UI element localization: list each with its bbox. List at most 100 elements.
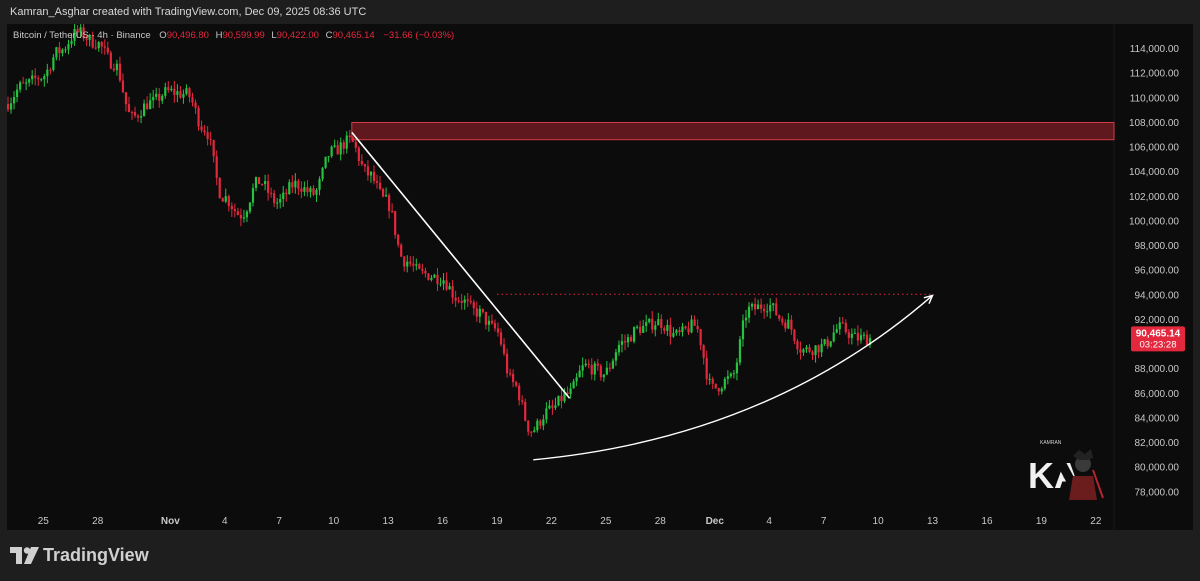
candle-body — [436, 274, 439, 285]
price-tick-label: 94,000.00 — [1135, 290, 1180, 301]
candle-body — [285, 192, 288, 195]
time-tick-label: 13 — [927, 516, 939, 527]
time-tick-label: 7 — [821, 516, 827, 527]
candle-body — [496, 328, 500, 333]
candle-body — [790, 319, 793, 330]
candle-body — [161, 95, 164, 101]
candle-body — [844, 322, 847, 333]
candle-body — [590, 364, 593, 375]
candle-body — [254, 177, 258, 188]
time-tick-label: 25 — [600, 516, 612, 527]
change-value: −31.66 (−0.03%) — [383, 30, 454, 41]
time-axis[interactable]: 25 28 Nov 4 7 10 13 16 19 22 25 28 Dec 4 7 10 13 16 19 22 — [38, 516, 1102, 527]
candle-body — [124, 92, 128, 105]
candle-body — [336, 145, 339, 155]
candle-body — [7, 104, 10, 110]
price-tick-label: 80,000.00 — [1135, 463, 1180, 474]
candle-body — [636, 326, 639, 328]
candle-body — [814, 345, 817, 356]
chart-area[interactable]: 78,000.00 80,000.00 82,000.00 84,000.00 86,0… — [7, 24, 1193, 530]
candle-body — [699, 329, 702, 346]
candle-body — [273, 193, 276, 204]
ohlc-legend: Bitcoin / TetherUS · 4h · Binance O90,49… — [13, 30, 454, 41]
candle-body — [136, 115, 140, 118]
candle-body — [339, 142, 342, 155]
candle-body — [236, 211, 239, 215]
candle-body — [49, 69, 52, 71]
close-label: C — [326, 30, 333, 41]
candle-body — [12, 97, 16, 104]
price-tick-label: 82,000.00 — [1135, 438, 1180, 449]
candle-body — [297, 180, 300, 189]
candle-body — [669, 325, 672, 337]
svg-text:Bitcoin / TetherUS · 4h · Bina: Bitcoin / TetherUS · 4h · Binance O90,49… — [13, 30, 454, 41]
candle-body — [318, 179, 321, 190]
candle-body — [312, 188, 315, 195]
candle-body — [109, 52, 112, 69]
candle-body — [865, 334, 869, 345]
candle-body — [802, 349, 805, 353]
candle-body — [763, 308, 766, 312]
resistance-zone-group — [351, 121, 1115, 141]
candle-body — [327, 156, 330, 158]
candle-body — [357, 147, 360, 161]
candle-body — [499, 332, 503, 345]
candle-body — [351, 137, 354, 142]
resistance-zone — [351, 121, 1115, 141]
candle-body — [9, 103, 13, 110]
candle-body — [209, 138, 212, 140]
candle-body — [572, 381, 575, 389]
candle-body — [515, 382, 518, 386]
candle-body — [548, 405, 551, 409]
candle-body — [799, 349, 802, 353]
candle-body — [387, 195, 391, 211]
candle-body — [530, 431, 533, 433]
candle-body — [112, 68, 115, 71]
curve-arrowhead — [923, 294, 934, 304]
low-label: L — [271, 30, 276, 41]
candle-body — [127, 104, 131, 113]
candle-body — [451, 286, 454, 298]
candle-body — [424, 270, 427, 274]
candle-body — [403, 256, 406, 267]
candle-body — [732, 373, 736, 375]
time-tick-label: 13 — [383, 516, 395, 527]
candle-body — [678, 330, 681, 333]
candle-body — [856, 332, 860, 341]
candle-body — [406, 261, 409, 267]
candle-body — [632, 327, 636, 342]
price-chart[interactable]: 78,000.00 80,000.00 82,000.00 84,000.00 86,0… — [7, 24, 1193, 530]
candle-body — [775, 303, 778, 316]
candle-body — [315, 189, 318, 195]
candle-body — [847, 332, 850, 338]
candle-body — [282, 192, 285, 200]
candle-body — [675, 330, 678, 333]
candle-body — [608, 367, 611, 369]
candle-body — [805, 347, 808, 350]
candle-body — [711, 378, 714, 384]
time-tick-label: 28 — [92, 516, 104, 527]
candle-body — [173, 88, 176, 95]
candle-body — [850, 333, 853, 338]
candle-body — [52, 57, 55, 70]
candle-body — [103, 46, 106, 48]
candle-body — [760, 304, 763, 309]
candle-body — [230, 205, 233, 210]
candle-body — [369, 171, 373, 176]
candle-body — [242, 217, 246, 219]
candle-body — [696, 325, 699, 330]
time-tick-label: 10 — [873, 516, 885, 527]
candle-body — [227, 196, 230, 206]
price-tick-label: 114,000.00 — [1130, 44, 1180, 55]
high-label: H — [216, 30, 223, 41]
candle-body — [493, 323, 497, 329]
candle-body — [267, 181, 270, 193]
candle-body — [720, 388, 723, 392]
candle-body — [750, 303, 754, 307]
candle-body — [212, 139, 215, 157]
candle-body — [717, 388, 720, 392]
candle-body — [233, 209, 236, 212]
candle-body — [466, 299, 469, 301]
candle-body — [533, 430, 536, 432]
high-value: 90,599.99 — [222, 30, 264, 41]
